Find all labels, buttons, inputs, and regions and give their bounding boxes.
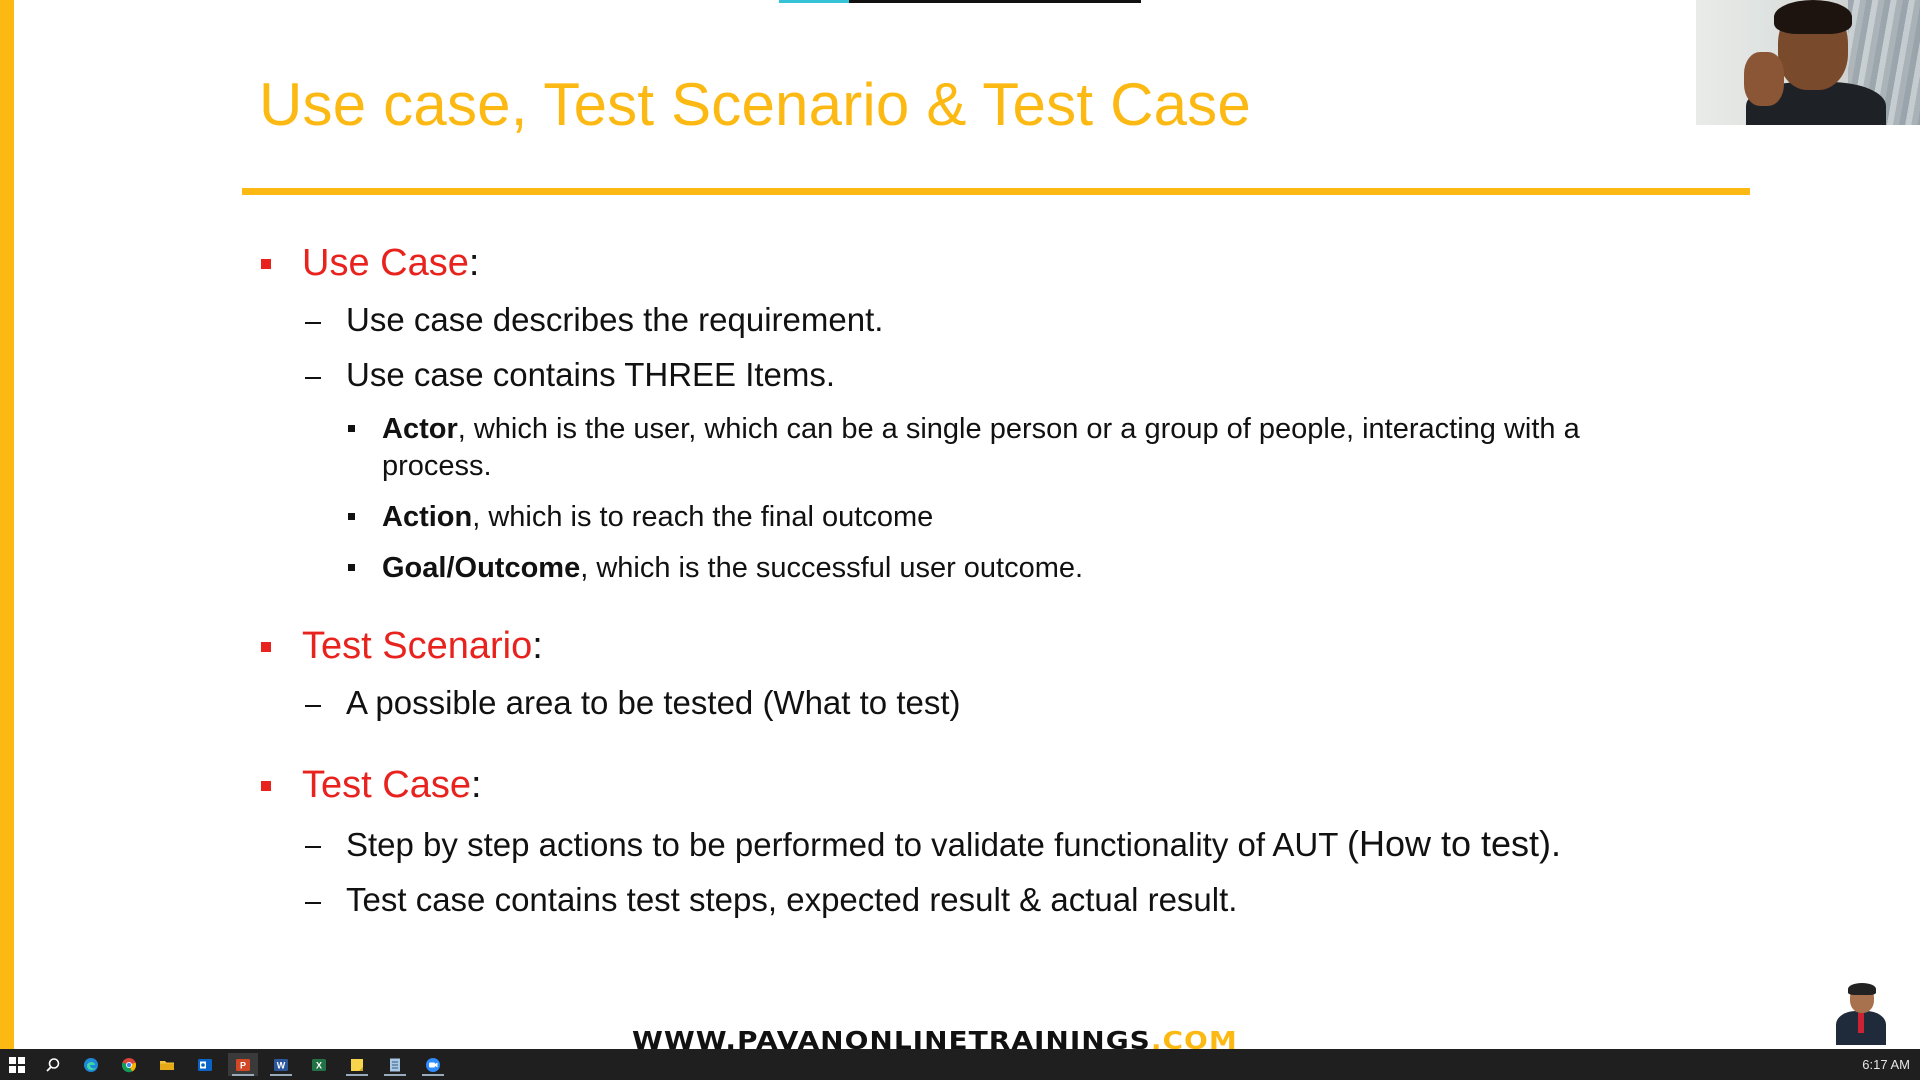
windows-start-icon[interactable] bbox=[2, 1053, 32, 1076]
search-icon[interactable] bbox=[38, 1053, 68, 1076]
notepad-icon[interactable] bbox=[380, 1053, 410, 1076]
running-app-indicator bbox=[346, 1074, 368, 1076]
list-item: A possible area to be tested (What to te… bbox=[346, 684, 961, 721]
sub-list-item-actor: Actor, which is the user, which can be a… bbox=[382, 411, 1580, 485]
excel-icon[interactable]: X bbox=[304, 1053, 334, 1076]
list-item: Use case contains THREE Items. bbox=[346, 356, 836, 393]
sticky-notes-icon[interactable] bbox=[342, 1053, 372, 1076]
running-app-indicator bbox=[270, 1074, 292, 1076]
webcam-person-hair bbox=[1774, 0, 1852, 34]
bullet-square bbox=[261, 259, 271, 269]
section-heading-test-case: Test Case: bbox=[302, 764, 482, 807]
progress-fill bbox=[779, 0, 849, 3]
presenter-hair bbox=[1848, 983, 1876, 995]
outlook-icon[interactable] bbox=[190, 1053, 220, 1076]
presenter-avatar bbox=[1836, 983, 1886, 1045]
list-item-suffix: (How to test). bbox=[1346, 823, 1562, 864]
heading-colon: : bbox=[468, 242, 480, 284]
active-app-indicator bbox=[232, 1074, 254, 1076]
taskbar: P W X 6:17 AM bbox=[0, 1049, 1920, 1080]
title-underline-rule bbox=[242, 188, 1750, 195]
term-bold: Action bbox=[382, 501, 473, 533]
bullet-dash bbox=[305, 846, 321, 848]
svg-text:X: X bbox=[316, 1060, 322, 1070]
progress-bar bbox=[779, 0, 1141, 3]
bullet-square-small bbox=[348, 564, 355, 571]
taskbar-clock[interactable]: 6:17 AM bbox=[1862, 1057, 1910, 1072]
term-bold: Goal/Outcome bbox=[382, 552, 581, 584]
term-description: , which is to reach the final outcome bbox=[472, 501, 934, 533]
term-description: , which is the successful user outcome. bbox=[580, 552, 1084, 584]
webcam-video[interactable] bbox=[1696, 0, 1920, 125]
section-heading-use-case: Use Case: bbox=[302, 242, 479, 285]
term-description: , which is the user, which can be a sing… bbox=[457, 413, 1580, 445]
sub-list-item-goal: Goal/Outcome, which is the successful us… bbox=[382, 550, 1083, 587]
heading-text: Test Case bbox=[302, 764, 471, 806]
powerpoint-icon[interactable]: P bbox=[228, 1053, 258, 1076]
file-explorer-icon[interactable] bbox=[152, 1053, 182, 1076]
running-app-indicator bbox=[384, 1074, 406, 1076]
section-heading-test-scenario: Test Scenario: bbox=[302, 625, 543, 668]
term-bold: Actor bbox=[382, 413, 458, 445]
presenter-tie bbox=[1858, 1013, 1864, 1033]
bullet-dash bbox=[305, 377, 321, 379]
bullet-square-small bbox=[348, 425, 355, 432]
heading-colon: : bbox=[532, 625, 543, 667]
slide-title: Use case, Test Scenario & Test Case bbox=[259, 71, 1251, 138]
chrome-icon[interactable] bbox=[114, 1053, 144, 1076]
bullet-dash bbox=[305, 902, 321, 904]
edge-icon[interactable] bbox=[76, 1053, 106, 1076]
list-item: Step by step actions to be performed to … bbox=[346, 823, 1561, 865]
list-item-text: Step by step actions to be performed to … bbox=[346, 826, 1347, 863]
bullet-dash bbox=[305, 322, 321, 324]
word-icon[interactable]: W bbox=[266, 1053, 296, 1076]
bullet-square-small bbox=[348, 513, 355, 520]
slide-content: Use Case: Use case describes the require… bbox=[261, 242, 1580, 918]
zoom-icon[interactable] bbox=[418, 1053, 448, 1076]
bullet-square bbox=[261, 781, 271, 791]
svg-text:P: P bbox=[240, 1060, 246, 1070]
sub-list-item-action: Action, which is to reach the final outc… bbox=[382, 499, 933, 536]
heading-text: Test Scenario bbox=[302, 625, 533, 667]
heading-text: Use Case bbox=[302, 242, 469, 284]
term-description-continued: process. bbox=[382, 450, 492, 482]
svg-text:W: W bbox=[277, 1060, 286, 1070]
heading-colon: : bbox=[470, 764, 482, 806]
webcam-person-hand bbox=[1744, 52, 1784, 106]
bullet-square bbox=[261, 642, 271, 652]
slide-left-accent-bar bbox=[0, 0, 14, 1049]
list-item: Test case contains test steps, expected … bbox=[346, 881, 1238, 918]
bullet-dash bbox=[305, 705, 321, 707]
list-item: Use case describes the requirement. bbox=[346, 301, 884, 338]
running-app-indicator bbox=[422, 1074, 444, 1076]
